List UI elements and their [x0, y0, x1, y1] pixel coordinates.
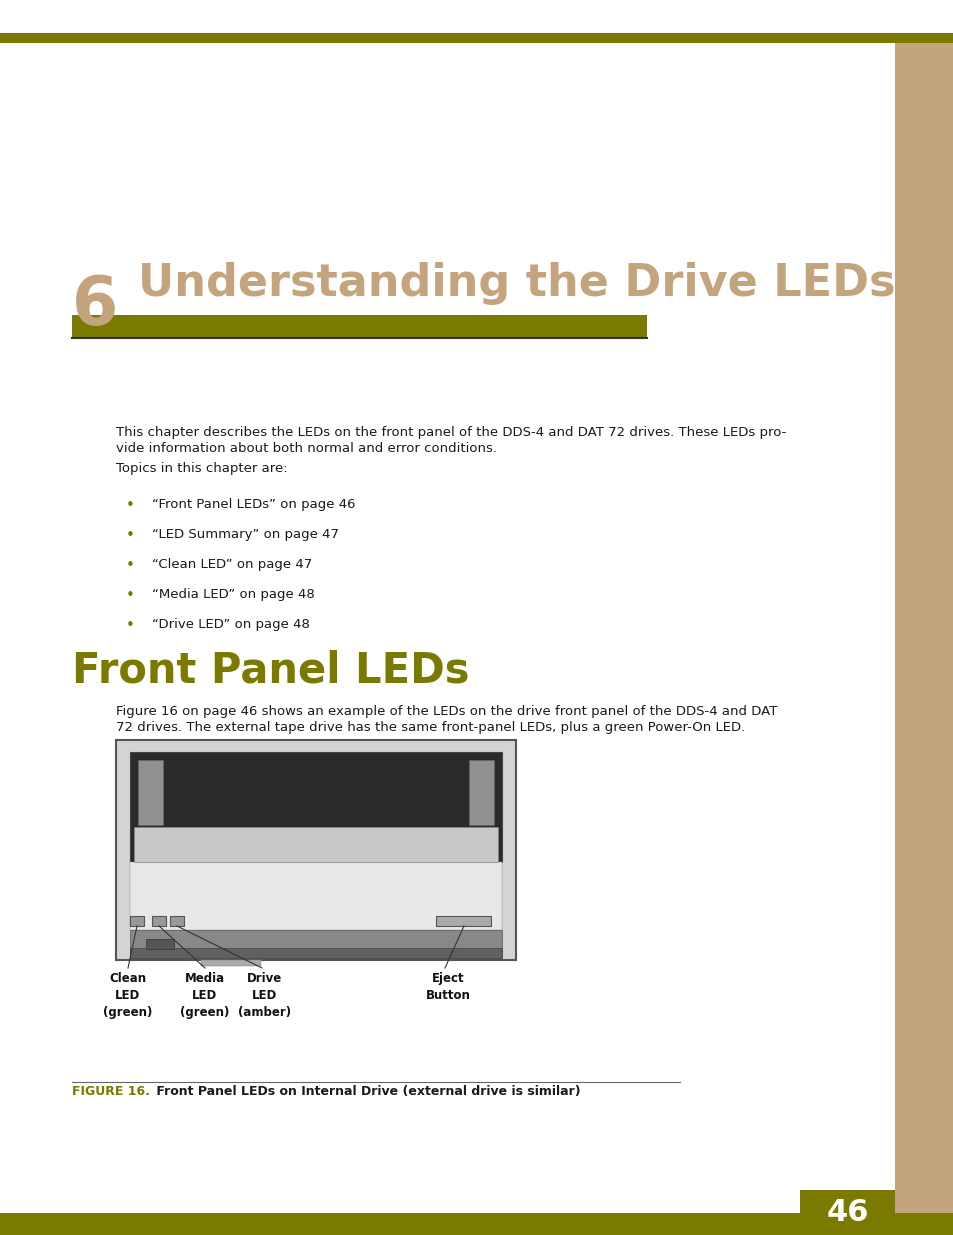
- Text: Media
LED
(green): Media LED (green): [180, 972, 230, 1019]
- Text: 72 drives. The external tape drive has the same front-panel LEDs, plus a green P: 72 drives. The external tape drive has t…: [116, 721, 744, 734]
- Bar: [71, 315, 646, 337]
- Text: 46: 46: [825, 1198, 868, 1228]
- Bar: [800, 1191, 894, 1235]
- Bar: [130, 862, 501, 930]
- Text: Topics in this chapter are:: Topics in this chapter are:: [116, 462, 287, 475]
- Text: 6: 6: [71, 273, 118, 338]
- Text: Front Panel LEDs: Front Panel LEDs: [71, 650, 469, 692]
- Bar: [0, 1213, 953, 1235]
- Text: •: •: [126, 588, 134, 603]
- Text: vide information about both normal and error conditions.: vide information about both normal and e…: [116, 442, 497, 454]
- Bar: [0, 33, 953, 43]
- Text: “LED Summary” on page 47: “LED Summary” on page 47: [152, 529, 338, 541]
- Bar: [138, 760, 163, 825]
- Text: Front Panel LEDs on Internal Drive (external drive is similar): Front Panel LEDs on Internal Drive (exte…: [152, 1086, 580, 1098]
- Bar: [436, 916, 491, 926]
- Bar: [152, 916, 166, 926]
- Bar: [170, 916, 184, 926]
- Text: This chapter describes the LEDs on the front panel of the DDS-4 and DAT 72 drive: This chapter describes the LEDs on the f…: [116, 426, 785, 438]
- Bar: [116, 740, 516, 960]
- Text: Drive
LED
(amber): Drive LED (amber): [238, 972, 292, 1019]
- Bar: [469, 760, 494, 825]
- Bar: [130, 948, 501, 958]
- Bar: [133, 827, 497, 862]
- Text: “Front Panel LEDs” on page 46: “Front Panel LEDs” on page 46: [152, 498, 355, 511]
- Bar: [201, 960, 261, 966]
- Bar: [130, 916, 144, 926]
- Text: Eject
Button: Eject Button: [425, 972, 470, 1002]
- Text: Figure 16 on page 46 shows an example of the LEDs on the drive front panel of th: Figure 16 on page 46 shows an example of…: [116, 705, 777, 718]
- Text: “Media LED” on page 48: “Media LED” on page 48: [152, 588, 314, 601]
- Text: FIGURE 16.: FIGURE 16.: [71, 1086, 150, 1098]
- Bar: [130, 930, 501, 958]
- Text: •: •: [126, 498, 134, 513]
- Text: “Drive LED” on page 48: “Drive LED” on page 48: [152, 618, 310, 631]
- Text: •: •: [126, 529, 134, 543]
- Bar: [894, 43, 953, 1213]
- Text: “Clean LED” on page 47: “Clean LED” on page 47: [152, 558, 312, 571]
- Bar: [146, 939, 173, 948]
- Bar: [130, 752, 501, 862]
- Text: •: •: [126, 618, 134, 634]
- Text: Clean
LED
(green): Clean LED (green): [103, 972, 152, 1019]
- Text: •: •: [126, 558, 134, 573]
- Text: Understanding the Drive LEDs: Understanding the Drive LEDs: [138, 262, 895, 305]
